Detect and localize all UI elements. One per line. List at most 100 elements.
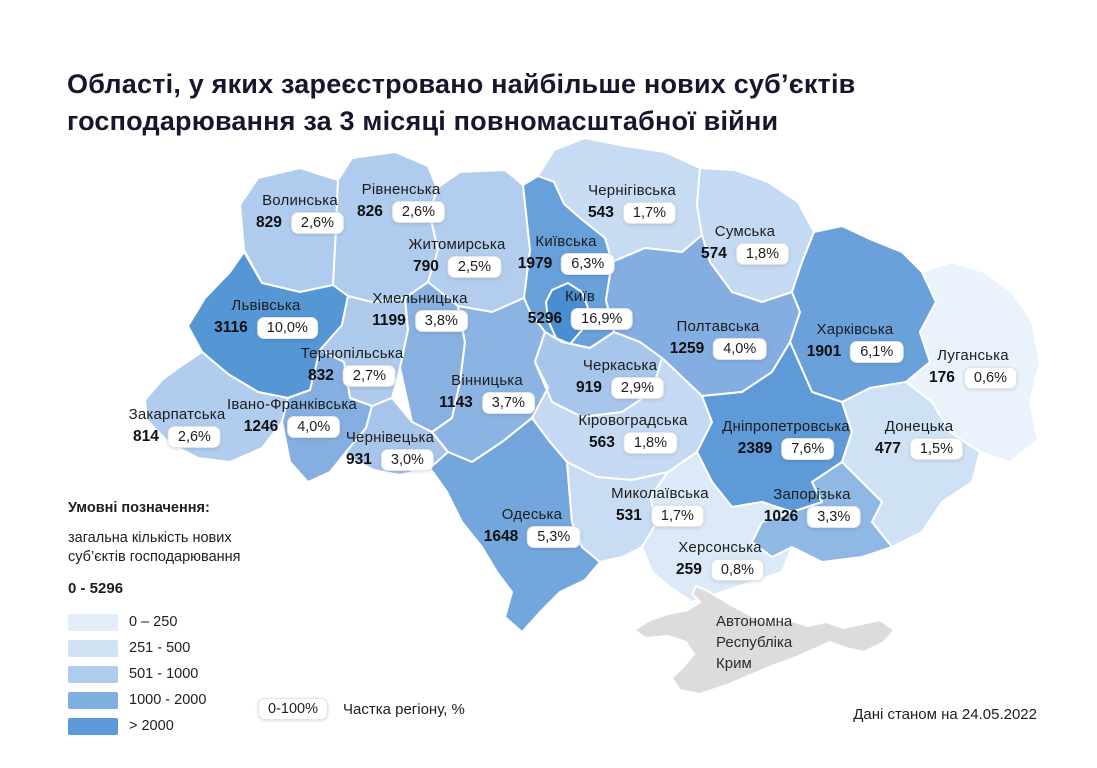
- region-value-row: 814 2,6%: [133, 426, 221, 448]
- legend-bucket-row-0: 0 – 250: [68, 609, 338, 635]
- region-name: Полтавська: [676, 318, 760, 335]
- region-share-badge: 4,0%: [287, 416, 341, 438]
- region-label-ternopil: Тернопільська 832 2,7%: [301, 345, 404, 387]
- region-label-ivano: Івано-Франківська 1246 4,0%: [227, 396, 357, 438]
- page-title-line2: господарювання за 3 місяці повномасштабн…: [67, 106, 779, 137]
- region-value-row: 1979 6,3%: [518, 253, 615, 275]
- region-share-badge: 6,3%: [561, 253, 615, 275]
- region-share-badge: 7,6%: [781, 438, 835, 460]
- region-value-row: 2389 7,6%: [738, 438, 835, 460]
- region-name: Волинська: [262, 192, 338, 209]
- legend-swatch-1: [68, 639, 118, 657]
- region-name: Івано-Франківська: [227, 396, 357, 413]
- region-value: 1259: [669, 340, 705, 357]
- region-name: Сумська: [714, 223, 776, 240]
- region-value: 574: [701, 245, 727, 262]
- region-value-row: 3116 10,0%: [214, 317, 318, 339]
- legend-subtitle-line1: загальна кількість нових: [68, 530, 232, 546]
- region-label-zakarpattia: Закарпатська 814 2,6%: [129, 406, 226, 448]
- region-value-row: 531 1,7%: [616, 505, 704, 527]
- region-value: 1199: [372, 312, 406, 329]
- region-name: Вінницька: [451, 372, 523, 389]
- legend-subtitle-line2: суб’єктів господарювання: [68, 549, 241, 565]
- region-value: 790: [413, 258, 439, 275]
- legend-swatch-0: [68, 613, 118, 631]
- region-share-badge: 2,5%: [447, 256, 501, 278]
- legend-swatch-3: [68, 691, 118, 709]
- region-share-badge: 1,8%: [623, 432, 677, 454]
- region-value-row: 826 2,6%: [357, 201, 445, 223]
- region-label-cherkasy: Черкаська 919 2,9%: [576, 357, 664, 399]
- region-value: 563: [589, 434, 615, 451]
- region-value: 1026: [763, 508, 799, 525]
- region-label-poltava: Полтавська 1259 4,0%: [670, 318, 767, 360]
- region-label-chernihiv: Чернігівська 543 1,7%: [588, 182, 676, 224]
- region-value: 919: [576, 379, 602, 396]
- region-value: 826: [357, 203, 383, 220]
- region-value: 931: [346, 451, 372, 468]
- region-name: Донецька: [884, 418, 954, 435]
- region-value: 1901: [806, 343, 842, 360]
- region-value-row: 1026 3,3%: [764, 506, 861, 528]
- region-value-row: 259 0,8%: [676, 559, 764, 581]
- crimea-label: Автономна Республіка Крим: [716, 611, 792, 674]
- region-value: 1648: [483, 528, 519, 545]
- region-name: Київ: [564, 288, 596, 305]
- legend-bucket-row-3: 1000 - 2000: [68, 687, 338, 713]
- page-title-line1: Області, у яких зареєстровано найбільше …: [67, 69, 856, 100]
- region-label-chernivtsi: Чернівецька 931 3,0%: [346, 429, 434, 471]
- region-value-row: 477 1,5%: [875, 438, 963, 460]
- region-name: Рівненська: [361, 181, 441, 198]
- region-label-donetsk: Донецька 477 1,5%: [875, 418, 963, 460]
- region-value-row: 919 2,9%: [576, 377, 664, 399]
- region-shape-odesa: [429, 417, 601, 633]
- crimea-label-line3: Крим: [716, 655, 752, 672]
- region-share-badge: 3,8%: [414, 310, 468, 332]
- region-name: Одеська: [501, 506, 563, 523]
- region-share-badge: 0,8%: [710, 559, 764, 581]
- region-value-row: 1143 3,7%: [439, 392, 535, 414]
- region-value-row: 1199 3,8%: [372, 310, 468, 332]
- region-name: Чернівецька: [345, 429, 435, 446]
- region-name: Закарпатська: [128, 406, 226, 423]
- region-share-badge: 1,5%: [909, 438, 963, 460]
- legend-value-range: 0 - 5296: [68, 580, 124, 597]
- region-name: Хмельницька: [372, 290, 468, 307]
- region-share-badge: 5,3%: [527, 526, 581, 548]
- region-value: 259: [676, 561, 702, 578]
- region-value: 543: [588, 204, 614, 221]
- page-title: Області, у яких зареєстровано найбільше …: [67, 66, 855, 140]
- legend-bucket-label-2: 501 - 1000: [129, 666, 199, 682]
- region-value: 1246: [243, 418, 279, 435]
- region-value: 2389: [737, 440, 773, 457]
- region-label-kyivska: Київська 1979 6,3%: [518, 233, 615, 275]
- region-name: Харківська: [816, 321, 894, 338]
- region-label-sumy: Сумська 574 1,8%: [701, 223, 789, 265]
- region-value: 3116: [214, 319, 248, 336]
- region-share-badge: 2,6%: [391, 201, 445, 223]
- crimea-label-line2: Республіка: [716, 634, 793, 651]
- region-label-mykolaiv: Миколаївська 531 1,7%: [611, 485, 709, 527]
- region-name: Тернопільська: [300, 345, 404, 362]
- legend-bucket-label-4: > 2000: [129, 718, 174, 734]
- region-value: 477: [875, 440, 901, 457]
- region-share-badge: 2,6%: [290, 212, 344, 234]
- region-label-dnipro: Дніпропетровська 2389 7,6%: [722, 418, 850, 460]
- data-as-of-note: Дані станом на 24.05.2022: [853, 706, 1037, 723]
- region-label-khmelnytskyi: Хмельницька 1199 3,8%: [372, 290, 468, 332]
- region-share-badge: 3,0%: [380, 449, 434, 471]
- share-scale-badge: 0-100%: [258, 698, 328, 720]
- region-value-row: 832 2,7%: [308, 365, 396, 387]
- region-name: Київська: [535, 233, 597, 250]
- region-label-odesa: Одеська 1648 5,3%: [484, 506, 581, 548]
- region-shape-crimea: [633, 585, 895, 695]
- region-name: Житомирська: [408, 236, 506, 253]
- region-value-row: 790 2,5%: [413, 256, 501, 278]
- region-name: Черкаська: [582, 357, 658, 374]
- region-name: Чернігівська: [588, 182, 676, 199]
- region-share-badge: 4,0%: [713, 338, 767, 360]
- legend-bucket-label-3: 1000 - 2000: [129, 692, 207, 708]
- legend-swatch-4: [68, 717, 118, 735]
- region-value: 829: [256, 214, 282, 231]
